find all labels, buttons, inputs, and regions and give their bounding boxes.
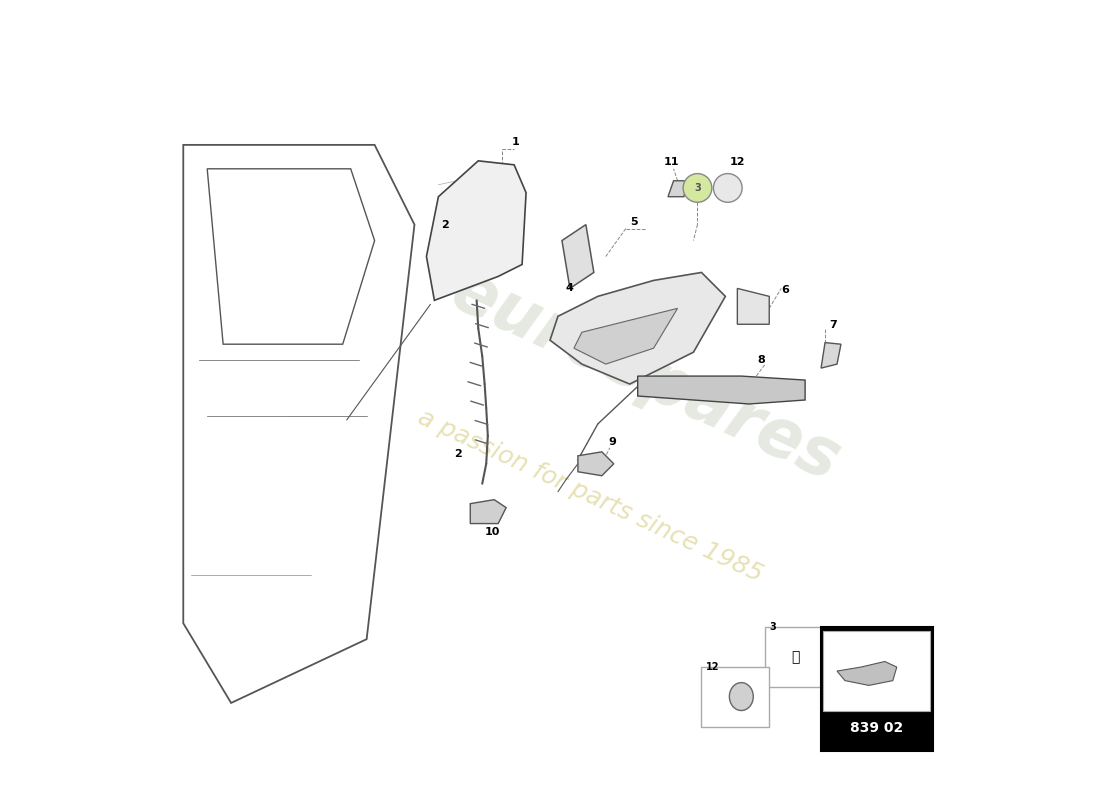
FancyBboxPatch shape — [824, 631, 931, 711]
Text: 12: 12 — [729, 158, 745, 167]
Polygon shape — [562, 225, 594, 288]
FancyBboxPatch shape — [821, 627, 933, 750]
FancyBboxPatch shape — [702, 667, 769, 727]
Polygon shape — [837, 662, 896, 686]
Text: 2: 2 — [454, 450, 462, 459]
Polygon shape — [578, 452, 614, 476]
Text: 6: 6 — [781, 285, 789, 295]
Polygon shape — [821, 342, 842, 368]
Polygon shape — [737, 288, 769, 324]
Text: eurospares: eurospares — [441, 257, 850, 495]
Polygon shape — [638, 376, 805, 404]
Text: 1: 1 — [512, 138, 519, 147]
Text: 10: 10 — [485, 527, 501, 538]
Polygon shape — [427, 161, 526, 300]
Text: 4: 4 — [565, 283, 573, 294]
Text: 3: 3 — [769, 622, 776, 632]
Text: 8: 8 — [758, 355, 766, 365]
Text: 🔩: 🔩 — [791, 650, 800, 664]
Circle shape — [683, 174, 712, 202]
Text: 2: 2 — [441, 220, 449, 230]
Text: 3: 3 — [694, 183, 701, 193]
Polygon shape — [550, 273, 725, 384]
Polygon shape — [668, 181, 688, 197]
Polygon shape — [471, 500, 506, 523]
Polygon shape — [574, 308, 678, 364]
Text: 11: 11 — [663, 158, 679, 167]
Text: 12: 12 — [705, 662, 719, 672]
Text: 9: 9 — [608, 438, 616, 447]
Text: 5: 5 — [630, 218, 638, 227]
Text: 839 02: 839 02 — [850, 722, 903, 735]
Text: 7: 7 — [829, 320, 837, 330]
Text: a passion for parts since 1985: a passion for parts since 1985 — [414, 405, 766, 586]
Ellipse shape — [729, 682, 754, 710]
FancyBboxPatch shape — [766, 627, 825, 687]
Circle shape — [714, 174, 742, 202]
